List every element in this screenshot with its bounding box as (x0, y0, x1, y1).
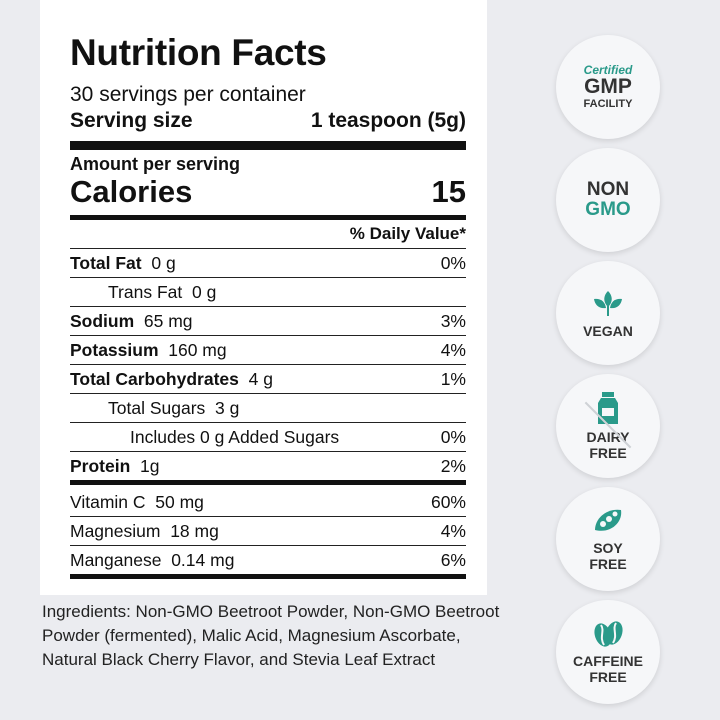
vitamin-row-vitamin-c: Vitamin C 50 mg 60% (70, 488, 466, 516)
nutrient-row-trans-fat: Trans Fat 0 g (70, 278, 466, 306)
vitamin-dv: 4% (440, 521, 466, 541)
nutrient-row-total-fat: Total Fat 0 g 0% (70, 249, 466, 277)
nutrient-name: Potassium (70, 340, 159, 360)
nutrient-name: Total Carbohydrates (70, 369, 239, 389)
nutrient-row-potassium: Potassium 160 mg 4% (70, 336, 466, 364)
nutrient-amount: 65 mg (143, 311, 193, 331)
nutrient-amount: 160 mg (168, 340, 227, 360)
caffeine-free-badge: CAFFEINE FREE (556, 600, 660, 704)
soy-free-text: FREE (589, 556, 627, 572)
serving-size-value: 1 teaspoon (5g) (310, 109, 466, 132)
divider (70, 277, 466, 278)
calories-value: 15 (431, 174, 466, 209)
nutrient-dv: 1% (440, 369, 466, 389)
divider (70, 422, 466, 423)
calories-label: Calories (70, 174, 193, 209)
caffeine-free-text: FREE (589, 669, 627, 685)
nutrient-dv: 0% (440, 253, 466, 273)
nutrient-amount: 4 g (248, 369, 273, 389)
nutrient-dv: 4% (440, 340, 466, 360)
nutrition-panel: Nutrition Facts 30 servings per containe… (40, 0, 487, 595)
nutrient-dv: 3% (440, 311, 466, 331)
nutrient-name: Trans Fat (108, 282, 183, 302)
nutrition-facts-label: Nutrition Facts 30 servings per containe… (70, 33, 466, 579)
vitamin-amount: 18 mg (170, 521, 219, 541)
divider (70, 306, 466, 307)
servings-per-container: 30 servings per container (70, 83, 306, 106)
nutrient-row-total-carbohydrates: Total Carbohydrates 4 g 1% (70, 365, 466, 393)
soybean-icon (595, 509, 622, 531)
nutrient-dv: 2% (440, 456, 466, 476)
leaf-icon (594, 291, 622, 316)
amount-per-serving: Amount per serving (70, 154, 241, 174)
caffeine-text: CAFFEINE (573, 653, 643, 669)
vitamin-amount: 0.14 mg (171, 550, 235, 570)
nutrient-row-protein: Protein 1g 2% (70, 452, 466, 480)
bottom-divider (70, 574, 466, 579)
vitamin-row-magnesium: Magnesium 18 mg 4% (70, 517, 466, 545)
coffee-bean-icon (594, 621, 623, 647)
divider (70, 393, 466, 394)
divider (70, 248, 466, 249)
divider (70, 364, 466, 365)
non-gmo-badge: NON GMO (556, 148, 660, 252)
milk-carton-icon (598, 392, 618, 424)
nutrient-name: Protein (70, 456, 131, 476)
calories-row: Calories 15 (70, 175, 466, 209)
nutrient-amount: 3 g (215, 398, 240, 418)
ingredients-text: Ingredients: Non-GMO Beetroot Powder, No… (42, 602, 500, 669)
daily-value-header: % Daily Value* (349, 224, 466, 243)
gmp-text: GMP (584, 75, 632, 98)
vitamin-name: Manganese (70, 550, 162, 570)
dairy-free-text: FREE (589, 445, 627, 461)
soy-free-badge: SOY FREE (556, 487, 660, 591)
nutrient-amount: 0 g (191, 282, 217, 302)
dairy-text: DAIRY (586, 429, 630, 445)
nutrient-amount: 1g (140, 456, 160, 476)
vitamin-dv: 6% (440, 550, 466, 570)
nutrient-name: Total Sugars (108, 398, 206, 418)
medium-divider (70, 215, 466, 220)
divider (70, 516, 466, 517)
divider (70, 451, 466, 452)
dairy-free-badge: DAIRY FREE (556, 374, 660, 478)
gmp-facility-text: FACILITY (583, 98, 633, 110)
thick-divider (70, 141, 466, 150)
nutrient-amount: 0 g (151, 253, 176, 273)
gmp-badge: Certified GMP FACILITY (556, 35, 660, 139)
serving-size-row: Serving size 1 teaspoon (5g) (70, 108, 466, 134)
gmp-certified-text: Certified (583, 63, 633, 77)
vitamin-row-manganese: Manganese 0.14 mg 6% (70, 546, 466, 574)
nutrient-row-sodium: Sodium 65 mg 3% (70, 307, 466, 335)
vitamin-name: Vitamin C (70, 492, 146, 512)
divider (70, 545, 466, 546)
vegan-text: VEGAN (583, 323, 633, 339)
non-text: NON (586, 179, 630, 200)
nutrient-name: Sodium (70, 311, 135, 331)
serving-size-label: Serving size (70, 109, 193, 132)
nutrient-row-added-sugars: Includes 0 g Added Sugars 0% (70, 423, 466, 451)
soy-text: SOY (593, 540, 623, 556)
vitamin-dv: 60% (430, 492, 466, 512)
divider (70, 335, 466, 336)
vitamin-amount: 50 mg (155, 492, 204, 512)
vitamin-name: Magnesium (70, 521, 161, 541)
vegan-badge: VEGAN (556, 261, 660, 365)
nutrient-name: Total Fat (70, 253, 142, 273)
nutrition-title: Nutrition Facts (70, 32, 327, 73)
gmo-text: GMO (585, 199, 631, 220)
nutrient-dv: 0% (440, 427, 466, 447)
nutrient-row-total-sugars: Total Sugars 3 g (70, 394, 466, 422)
nutrient-name: Includes 0 g Added Sugars (130, 427, 340, 447)
medium-divider (70, 480, 466, 485)
